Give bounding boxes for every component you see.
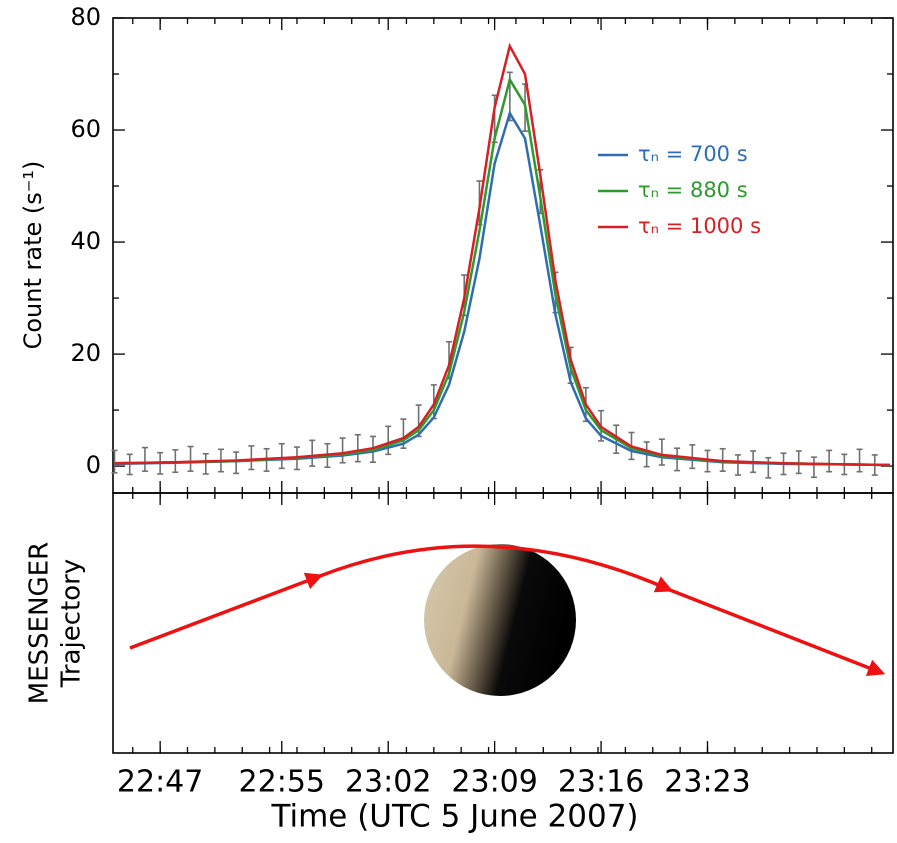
x-tick-label: 23:16 — [558, 765, 644, 800]
x-tick-label: 23:09 — [451, 765, 537, 800]
error-bar — [141, 446, 148, 472]
error-bar — [795, 450, 802, 475]
error-bar — [248, 445, 255, 471]
y-tick-label: 0 — [86, 451, 101, 479]
legend-label: τₙ = 880 s — [638, 178, 748, 202]
legend-label: τₙ = 1000 s — [638, 214, 761, 238]
error-bar — [765, 456, 772, 479]
trajectory — [319, 544, 674, 593]
y-axis-label: Count rate (s⁻¹) — [19, 161, 47, 350]
y-tick-label: 60 — [70, 115, 101, 143]
error-bar — [111, 449, 118, 474]
model-curve — [114, 42, 891, 467]
error-bar — [385, 425, 392, 456]
error-bar — [856, 448, 863, 473]
x-axis-label: Time (UTC 5 June 2007) — [270, 799, 638, 835]
error-bar — [202, 452, 209, 475]
trajectory-label: MESSENGER — [25, 542, 55, 704]
bottom-frame — [112, 492, 894, 754]
y-tick-label: 40 — [70, 227, 101, 255]
error-bar — [826, 449, 833, 473]
x-tick-label: 23:02 — [345, 765, 431, 800]
error-bar — [339, 437, 346, 464]
y-tick-label: 20 — [70, 339, 101, 367]
error-bar — [233, 451, 240, 475]
x-tick-label: 22:47 — [117, 765, 203, 800]
trajectory — [129, 572, 324, 650]
error-bar — [734, 454, 741, 476]
error-bar — [309, 439, 316, 467]
x-tick-label: 22:55 — [239, 765, 325, 800]
error-bar — [689, 444, 696, 470]
trajectory-panel — [129, 544, 886, 696]
error-bar — [354, 433, 361, 463]
error-bar — [658, 438, 665, 466]
x-tick-label: 23:23 — [664, 765, 750, 800]
trajectory — [669, 588, 886, 677]
error-bar — [278, 442, 285, 470]
venus — [424, 544, 576, 696]
error-bar — [187, 445, 194, 472]
error-bar — [810, 456, 817, 479]
y-tick-label: 80 — [70, 3, 101, 31]
model-curve — [114, 110, 891, 467]
trajectory-label: Trajectory — [57, 559, 87, 688]
legend-label: τₙ = 700 s — [638, 142, 748, 166]
top-frame — [112, 17, 894, 494]
